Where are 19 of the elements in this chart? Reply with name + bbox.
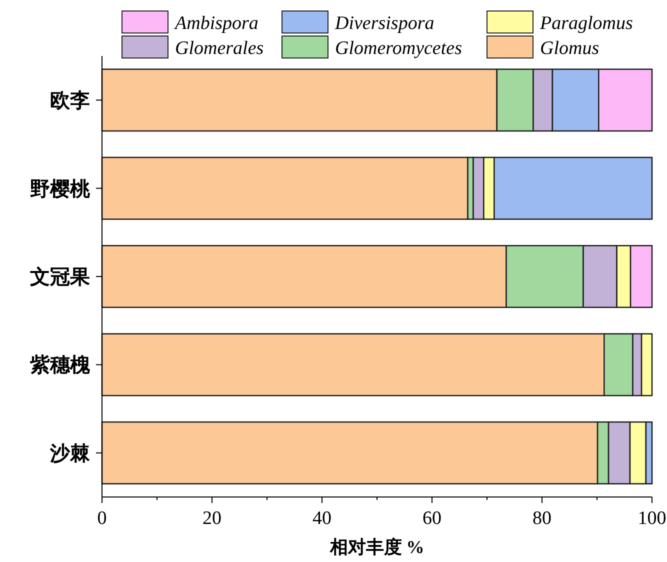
- legend-label: Ambispora: [173, 13, 258, 34]
- x-axis-title: 相对丰度 %: [328, 537, 424, 557]
- x-tick-label: 40: [312, 508, 332, 529]
- bar: [101, 156, 468, 220]
- y-tick-label: 沙棘: [49, 442, 91, 465]
- x-tick-label: 60: [422, 508, 442, 529]
- x-tick-label: 80: [532, 508, 552, 529]
- x-tick-label: 0: [97, 508, 107, 529]
- legend-label: Glomerales: [175, 38, 264, 59]
- y-tick-label: 野樱桃: [30, 178, 91, 200]
- x-tick-label: 100: [638, 508, 666, 529]
- legend-label: Paraglomus: [539, 13, 633, 34]
- legend-label: Diversispora: [334, 13, 434, 34]
- legend-label: Glomeromycetes: [335, 38, 462, 59]
- legend-label: Glomus: [540, 38, 600, 59]
- y-tick-label: 紫穗槐: [29, 354, 91, 377]
- y-tick-label: 文冠果: [29, 266, 91, 288]
- y-tick-label: 欧李: [50, 90, 90, 112]
- x-tick-label: 20: [202, 508, 222, 529]
